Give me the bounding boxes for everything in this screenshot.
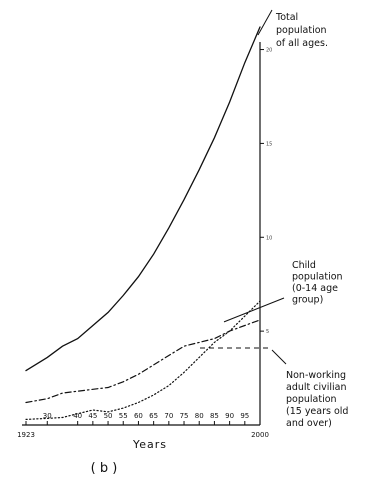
chart-axes — [22, 42, 261, 426]
x-tick-label: 90 — [225, 412, 234, 420]
series-line-1 — [25, 26, 261, 372]
series-line-3 — [25, 300, 261, 420]
x-tick-label: 95 — [240, 412, 249, 420]
nonworking-pointer-tail — [271, 349, 287, 365]
y-tick-label: 10 — [266, 235, 272, 241]
x-ticks: 1923 30 40 45 50 55 60 65 70 75 80 85 90 95 2000 — [17, 412, 269, 439]
x-tick-label: 40 — [73, 412, 82, 420]
series-annotation-line: Total — [275, 12, 298, 23]
y-tick-label: 5 — [266, 329, 269, 335]
series-lines — [25, 26, 261, 420]
series-annotation-line: Child — [292, 260, 316, 271]
series-annotation-line: (15 years old — [286, 406, 348, 417]
x-tick-label: 65 — [149, 412, 158, 420]
x-axis-label: Years — [132, 438, 167, 451]
x-tick-label: 30 — [43, 412, 52, 420]
x-tick-label: 45 — [88, 412, 97, 420]
series-line-2 — [25, 319, 261, 404]
x-tick-label: 85 — [210, 412, 219, 420]
x-tick-label: 1923 — [17, 431, 35, 439]
series-annotation-line: group) — [292, 295, 323, 306]
x-tick-label: 50 — [104, 412, 113, 420]
y-tick-label: 20 — [266, 48, 272, 54]
x-tick-label: 60 — [134, 412, 143, 420]
figure-caption: ( b ) — [91, 461, 118, 476]
series-annotation-line: Non-working — [286, 370, 346, 381]
child-pointer — [223, 297, 285, 323]
total-pointer — [257, 9, 273, 36]
series-annotation-line: (0-14 age — [292, 283, 338, 294]
y-ticks: 5 10 15 20 — [260, 48, 272, 335]
x-tick-label: 70 — [164, 412, 173, 420]
series-annotation-line: population — [276, 25, 327, 36]
series-annotation-line: population — [286, 394, 337, 405]
x-tick-label: 55 — [119, 412, 128, 420]
x-tick-label: 2000 — [251, 431, 269, 439]
series-annotation-line: of all ages. — [276, 38, 328, 49]
x-tick-label: 80 — [195, 412, 204, 420]
series-annotation-line: and over) — [286, 418, 332, 429]
x-tick-label: 75 — [180, 412, 189, 420]
series-annotation-line: population — [292, 272, 343, 283]
series-annotation-line: adult civilian — [286, 382, 347, 393]
y-tick-label: 15 — [266, 141, 272, 147]
